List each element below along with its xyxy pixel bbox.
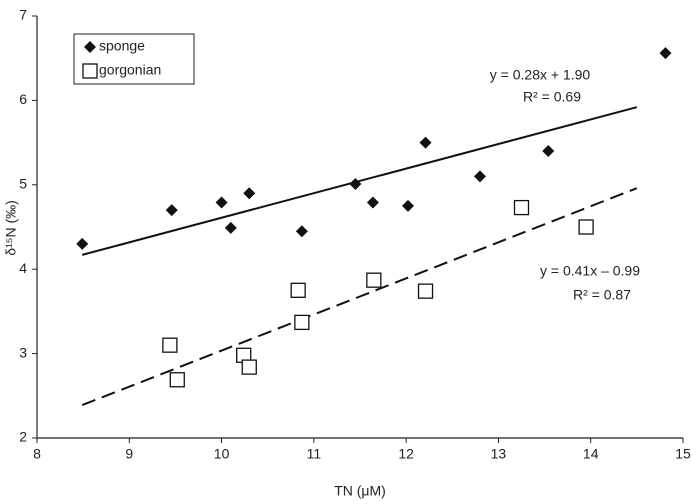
point <box>401 199 414 212</box>
point <box>224 221 237 234</box>
point <box>165 204 178 217</box>
x-tick-label: 14 <box>583 446 599 462</box>
y-axis-label: δ¹⁵N (‰) <box>3 200 19 256</box>
point <box>366 196 379 209</box>
y-tick-label: 7 <box>19 7 27 23</box>
x-axis-label: TN (μM) <box>334 483 386 499</box>
y-tick-label: 2 <box>19 429 27 445</box>
point <box>294 314 310 331</box>
r-squared: R² = 0.69 <box>523 89 581 105</box>
y-tick-label: 5 <box>19 176 27 192</box>
equation: y = 0.41x – 0.99 <box>540 263 640 279</box>
legend-marker <box>84 41 96 53</box>
x-tick-label: 13 <box>491 446 507 462</box>
point <box>419 136 432 149</box>
point <box>473 170 486 183</box>
x-tick-label: 10 <box>214 446 230 462</box>
point <box>542 145 555 158</box>
point <box>243 187 256 200</box>
x-tick-label: 15 <box>675 446 691 462</box>
point <box>659 47 672 60</box>
x-tick-label: 8 <box>33 446 41 462</box>
legend-marker <box>82 63 98 79</box>
legend-label: gorgonian <box>99 62 161 78</box>
x-tick-label: 12 <box>398 446 414 462</box>
y-tick-label: 3 <box>19 344 27 360</box>
point <box>76 237 89 250</box>
point <box>295 225 308 238</box>
y-tick-label: 4 <box>19 260 27 276</box>
r-squared: R² = 0.87 <box>573 287 631 303</box>
point <box>513 199 530 216</box>
point <box>241 359 257 375</box>
equation: y = 0.28x + 1.90 <box>490 67 591 83</box>
point <box>349 177 362 190</box>
point <box>215 196 228 209</box>
point <box>169 372 185 388</box>
point <box>162 337 178 353</box>
y-tick-label: 6 <box>19 91 27 107</box>
legend-box <box>73 33 195 85</box>
x-tick-label: 9 <box>125 446 133 462</box>
point <box>366 272 382 288</box>
legend-label: sponge <box>99 38 145 54</box>
point <box>578 219 594 235</box>
point <box>290 282 306 298</box>
point <box>417 283 434 299</box>
x-tick-label: 11 <box>307 446 322 462</box>
trend-line <box>81 106 638 256</box>
trend-line <box>81 187 638 407</box>
